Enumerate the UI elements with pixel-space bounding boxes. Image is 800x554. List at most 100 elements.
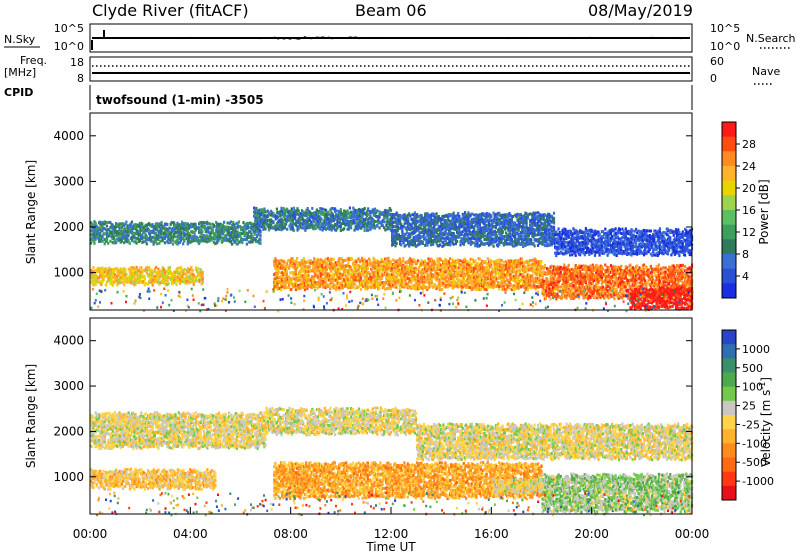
power-cell xyxy=(609,242,611,245)
power-cell xyxy=(172,238,174,241)
power-cell xyxy=(116,230,118,233)
power-cell xyxy=(301,226,303,229)
power-cell xyxy=(546,242,548,245)
power-cell xyxy=(293,229,295,232)
power-cell xyxy=(616,254,618,257)
power-cell xyxy=(450,220,452,223)
power-cell xyxy=(633,245,635,248)
power-cell xyxy=(684,254,686,257)
power-cell xyxy=(433,225,435,228)
power-cell xyxy=(555,231,557,234)
power-cell xyxy=(295,269,297,272)
power-cell xyxy=(376,209,378,212)
power-cell xyxy=(575,242,577,245)
power-cell xyxy=(282,277,284,280)
power-cell xyxy=(364,207,366,210)
power-cell xyxy=(660,246,662,249)
freq-left-tick-bottom: 8 xyxy=(77,72,84,85)
power-cell xyxy=(367,207,369,210)
power-cell xyxy=(293,207,295,210)
power-cell xyxy=(141,269,143,272)
power-cell xyxy=(405,244,407,247)
power-cell xyxy=(148,266,150,269)
power-cell xyxy=(276,208,278,211)
power-cell xyxy=(392,221,394,224)
power-cell xyxy=(576,230,578,233)
power-cell xyxy=(587,242,589,245)
power-cell xyxy=(297,274,299,277)
power-cell xyxy=(669,239,671,242)
power-cell xyxy=(424,244,426,247)
power-cell xyxy=(238,221,240,224)
power-cell xyxy=(129,242,131,245)
power-cell xyxy=(286,228,288,231)
nave-label: Nave xyxy=(752,65,780,78)
power-cell xyxy=(653,248,655,251)
power-cell xyxy=(180,232,182,235)
power-heatmap xyxy=(90,207,694,313)
power-cell xyxy=(202,281,204,284)
power-cell xyxy=(199,240,201,243)
power-cell xyxy=(650,230,652,233)
power-cell xyxy=(589,233,591,236)
power-cell xyxy=(310,220,312,223)
power-cell xyxy=(121,240,123,243)
power-cell xyxy=(514,235,516,238)
power-cell xyxy=(424,229,426,232)
power-cell xyxy=(182,242,184,245)
power-cell xyxy=(140,266,142,269)
power-cell xyxy=(285,223,287,226)
noise-right-tick-bottom: 10^0 xyxy=(710,40,740,53)
power-cell xyxy=(242,221,244,224)
power-cell xyxy=(619,228,621,231)
power-cell xyxy=(564,245,566,248)
power-cell xyxy=(535,234,537,237)
power-cell xyxy=(457,212,459,215)
power-cell xyxy=(414,211,416,214)
power-cell xyxy=(280,207,282,210)
power-cell xyxy=(264,228,266,231)
power-cell xyxy=(579,253,581,256)
power-cell xyxy=(431,231,433,234)
power-cell xyxy=(477,224,479,227)
power-cell xyxy=(286,273,288,276)
power-cell xyxy=(401,238,403,241)
power-cell xyxy=(303,257,305,260)
power-cell xyxy=(592,246,594,249)
power-cell xyxy=(510,214,512,217)
power-cell xyxy=(486,224,488,227)
power-cell xyxy=(490,214,492,217)
power-cell xyxy=(132,232,134,235)
power-cell xyxy=(198,226,200,229)
power-cell xyxy=(295,210,297,213)
power-cell xyxy=(193,274,195,277)
power-cell xyxy=(449,243,451,246)
power-cell xyxy=(198,279,200,282)
power-cell xyxy=(464,211,466,214)
power-cell xyxy=(165,233,167,236)
power-cell xyxy=(172,243,174,246)
power-cell xyxy=(136,266,138,269)
power-cell xyxy=(202,278,204,281)
cpid-label: CPID xyxy=(4,86,33,99)
power-cell xyxy=(263,208,265,211)
noise-right-tick-top: 10^5 xyxy=(710,22,740,35)
power-cell xyxy=(479,223,481,226)
power-cell xyxy=(289,271,291,274)
power-cell xyxy=(347,209,349,212)
power-cell xyxy=(246,236,248,239)
power-cell xyxy=(195,279,197,282)
power-cell xyxy=(422,241,424,244)
power-cell xyxy=(149,276,151,279)
power-cell xyxy=(112,284,114,287)
power-cell xyxy=(230,220,232,223)
power-cell xyxy=(682,242,684,245)
power-cell xyxy=(163,268,165,271)
power-cell xyxy=(521,234,523,237)
power-cell xyxy=(241,226,243,229)
power-cell xyxy=(463,243,465,246)
power-cell xyxy=(454,215,456,218)
power-cell xyxy=(286,270,288,273)
power-cell xyxy=(471,241,473,244)
